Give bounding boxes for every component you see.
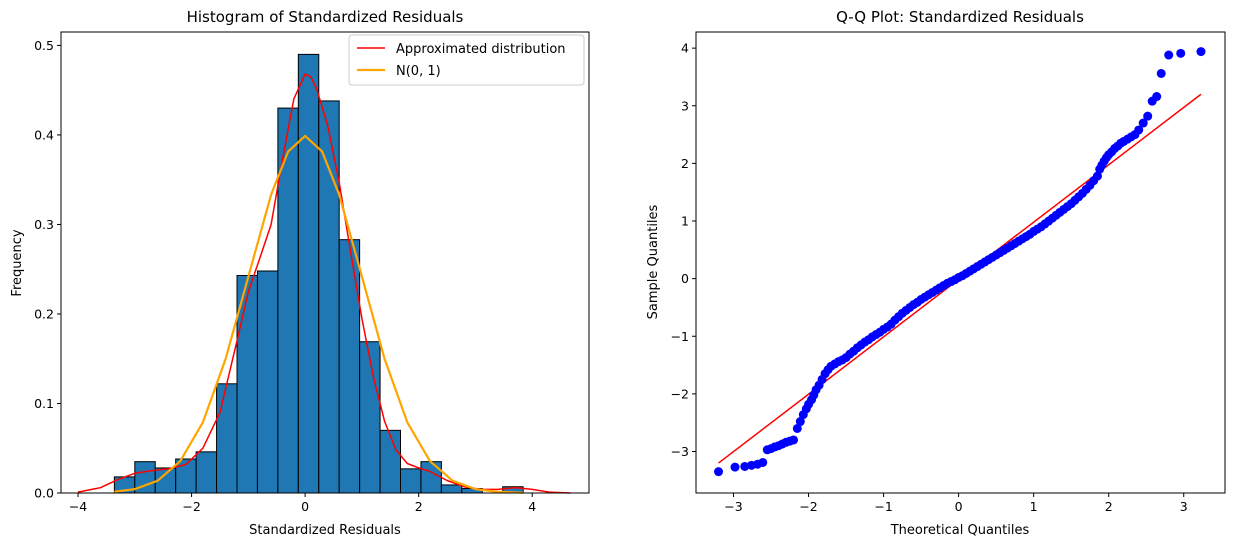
qq-x-axis-label: Theoretical Quantiles	[890, 523, 1030, 538]
normal-distribution-line	[114, 134, 524, 494]
legend-label-normal: N(0, 1)	[396, 64, 441, 79]
y-tick-label: 0.0	[34, 486, 54, 501]
qq-y-axis-label: Sample Quantiles	[646, 204, 661, 319]
histogram-plot-frame	[60, 31, 590, 494]
x-tick-label: 2	[415, 499, 423, 514]
legend-label-approximated: Approximated distribution	[396, 42, 566, 57]
legend-box	[348, 34, 585, 86]
histogram-bar	[256, 270, 279, 494]
histogram-bar	[195, 451, 218, 494]
y-tick-label: 0.5	[34, 38, 54, 53]
qq-y-ticks: −3 −2 −1 0 1 2 3 4	[671, 41, 696, 459]
qq-plot-title: Q-Q Plot: Standardized Residuals	[836, 8, 1084, 26]
y-tick-label: 0	[681, 271, 689, 286]
qq-plot-frame	[695, 31, 1226, 494]
y-tick-label: 0.3	[34, 217, 54, 232]
histogram-bar	[440, 484, 463, 494]
y-tick-label: −1	[671, 329, 689, 344]
x-tick-label: 0	[955, 499, 963, 514]
y-tick-label: 0.1	[34, 396, 54, 411]
x-tick-label: −2	[799, 499, 817, 514]
qq-point	[730, 462, 740, 472]
x-tick-label: 4	[528, 499, 536, 514]
histogram-panel: Histogram of Standardized Residuals Stan…	[10, 8, 590, 538]
x-tick-label: 2	[1105, 499, 1113, 514]
histogram-y-ticks: 0.0 0.1 0.2 0.3 0.4 0.5	[34, 38, 61, 501]
histogram-bar	[400, 468, 422, 494]
qq-point	[1138, 118, 1148, 128]
histogram-x-ticks: −4 −2 0 2 4	[69, 493, 536, 514]
x-tick-label: 3	[1180, 499, 1188, 514]
y-tick-label: 0.2	[34, 306, 54, 321]
qq-plot-panel: Q-Q Plot: Standardized Residuals Theoret…	[646, 8, 1226, 538]
qq-point	[1196, 47, 1206, 57]
qq-point	[789, 435, 799, 445]
qq-point	[1152, 92, 1162, 102]
histogram-x-axis-label: Standardized Residuals	[249, 523, 401, 538]
qq-point	[714, 467, 724, 477]
qq-point	[740, 461, 750, 471]
x-tick-label: −2	[182, 499, 200, 514]
x-tick-label: −1	[874, 499, 892, 514]
histogram-title: Histogram of Standardized Residuals	[187, 8, 464, 26]
y-tick-label: 0.4	[34, 127, 54, 142]
y-tick-label: −3	[671, 444, 689, 459]
histogram-bar	[420, 461, 442, 494]
qq-point	[1092, 171, 1102, 181]
qq-point	[758, 457, 768, 467]
x-tick-label: 1	[1030, 499, 1038, 514]
histogram-bar	[379, 429, 402, 494]
qq-point	[1176, 48, 1186, 58]
qq-point	[1143, 111, 1153, 121]
qq-points	[714, 47, 1206, 477]
qq-point	[795, 417, 805, 427]
qq-point	[1164, 50, 1174, 60]
y-tick-label: −2	[671, 386, 689, 401]
y-tick-label: 4	[681, 41, 689, 56]
qq-point	[1134, 125, 1144, 135]
histogram-legend: Approximated distribution N(0, 1)	[348, 34, 585, 86]
y-tick-label: 3	[681, 98, 689, 113]
histogram-density-lines	[77, 73, 571, 494]
x-tick-label: 0	[301, 499, 309, 514]
histogram-bars	[113, 53, 524, 494]
x-tick-label: −3	[724, 499, 742, 514]
qq-point	[1156, 68, 1166, 78]
histogram-bar	[318, 100, 340, 494]
y-tick-label: 1	[681, 214, 689, 229]
histogram-bar	[216, 383, 238, 494]
x-tick-label: −4	[69, 499, 87, 514]
histogram-bar	[359, 341, 381, 494]
histogram-bar	[297, 53, 320, 494]
qq-x-ticks: −3 −2 −1 0 1 2 3	[724, 493, 1188, 514]
histogram-bar	[338, 239, 361, 494]
y-tick-label: 2	[681, 156, 689, 171]
qq-point	[792, 423, 802, 433]
histogram-y-axis-label: Frequency	[10, 229, 25, 296]
